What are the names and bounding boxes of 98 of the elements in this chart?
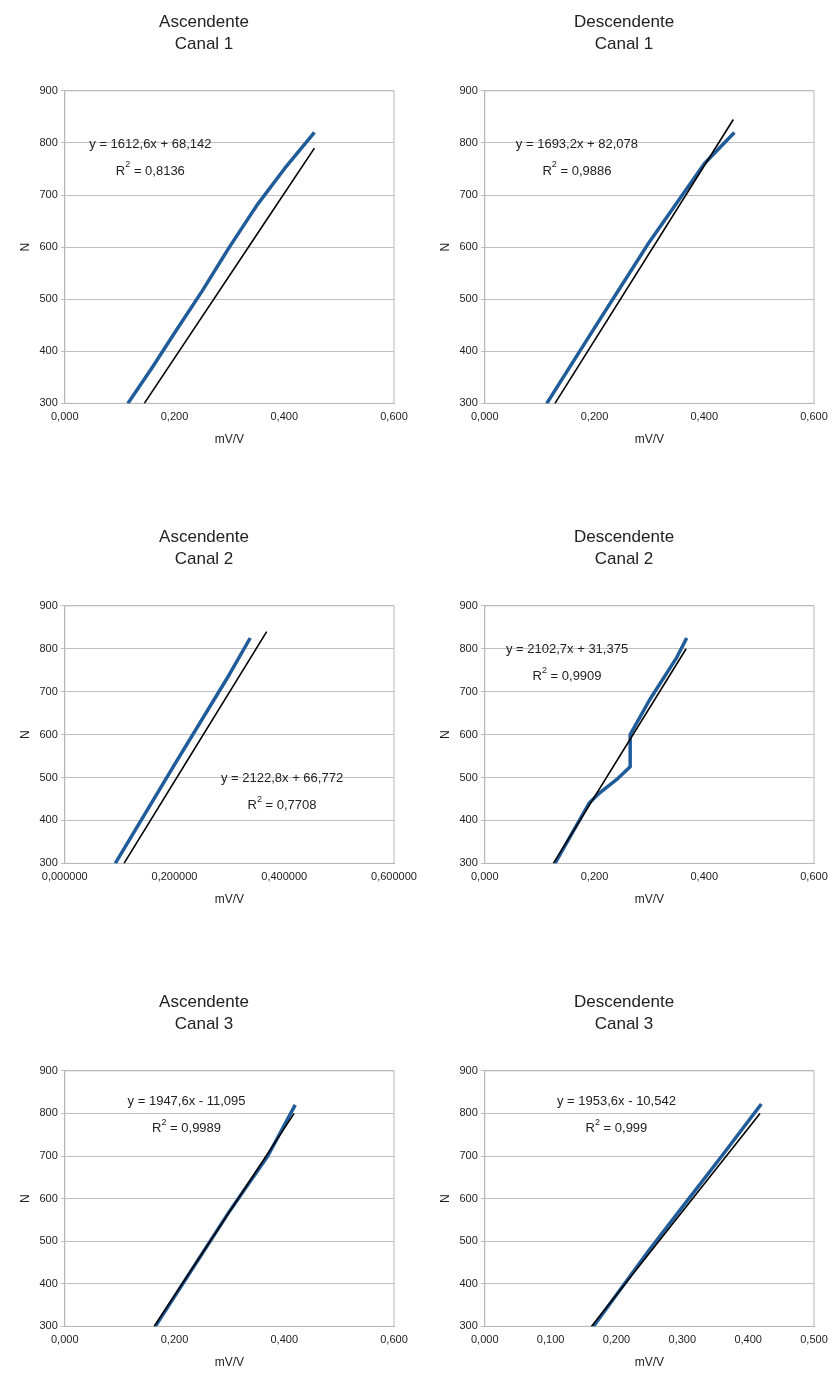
y-tick-label: 600 bbox=[459, 240, 478, 253]
y-tick-label: 700 bbox=[459, 188, 478, 201]
x-tick-label: 0,400 bbox=[690, 870, 719, 883]
x-tick-label: 0,000 bbox=[50, 410, 79, 423]
x-tick-label: 0,400 bbox=[270, 1333, 299, 1346]
annotation: y = 2122,8x + 66,772 bbox=[220, 769, 344, 785]
x-tick-label: 0,000 bbox=[470, 870, 499, 883]
y-tick-label: 900 bbox=[459, 598, 478, 611]
y-tick-label: 800 bbox=[39, 641, 58, 654]
x-tick-label: 0,000 bbox=[470, 410, 499, 423]
y-tick-label: 300 bbox=[459, 856, 478, 869]
y-axis-title: N bbox=[17, 1194, 32, 1203]
y-tick-label: 500 bbox=[459, 1234, 478, 1247]
y-tick-label: 300 bbox=[39, 856, 58, 869]
y-tick-label: 600 bbox=[39, 727, 58, 740]
chart-title: Descendente bbox=[573, 991, 675, 1011]
chart-subtitle: Canal 2 bbox=[174, 549, 234, 569]
x-tick-label: 0,000 bbox=[470, 1333, 499, 1346]
y-tick-label: 800 bbox=[459, 1106, 478, 1119]
y-axis-title: N bbox=[17, 730, 32, 739]
x-tick-label: 0,400 bbox=[270, 410, 299, 423]
y-axis-title: N bbox=[437, 1194, 452, 1203]
x-axis-title: mV/V bbox=[634, 432, 665, 447]
chart-title: Descendente bbox=[573, 11, 675, 31]
y-tick-label: 300 bbox=[459, 1319, 478, 1332]
y-tick-label: 500 bbox=[459, 292, 478, 305]
chart-subtitle: Canal 1 bbox=[174, 34, 234, 54]
y-tick-label: 700 bbox=[39, 1149, 58, 1162]
x-tick-label: 0,200 bbox=[160, 1333, 189, 1346]
x-tick-label: 0,200000 bbox=[151, 870, 198, 883]
y-tick-label: 800 bbox=[459, 641, 478, 654]
x-tick-label: 0,400 bbox=[690, 410, 719, 423]
x-tick-label: 0,000 bbox=[50, 1333, 79, 1346]
y-tick-label: 400 bbox=[39, 344, 58, 357]
x-tick-label: 0,600000 bbox=[371, 870, 417, 883]
y-tick-label: 400 bbox=[39, 813, 58, 826]
annotation: y = 1947,6x - 11,095 bbox=[127, 1093, 246, 1109]
y-tick-label: 800 bbox=[459, 135, 478, 148]
x-axis-title: mV/V bbox=[214, 1355, 245, 1370]
x-tick-label: 0,200 bbox=[580, 870, 609, 883]
x-tick-label: 0,600 bbox=[380, 1333, 408, 1346]
y-tick-label: 500 bbox=[39, 770, 58, 783]
y-tick-label: 600 bbox=[39, 1191, 58, 1204]
y-axis-title: N bbox=[17, 242, 32, 252]
y-tick-label: 600 bbox=[459, 727, 478, 740]
y-tick-label: 300 bbox=[39, 396, 58, 409]
x-tick-label: 0,300 bbox=[668, 1333, 697, 1346]
x-tick-label: 0,600 bbox=[800, 410, 828, 423]
chart-title: Ascendente bbox=[159, 526, 249, 546]
y-tick-label: 600 bbox=[459, 1191, 478, 1204]
x-tick-label: 0,200 bbox=[580, 410, 609, 423]
x-tick-label: 0,100 bbox=[536, 1333, 565, 1346]
annotation: y = 1612,6x + 68,142 bbox=[89, 135, 212, 151]
y-tick-label: 300 bbox=[39, 1319, 58, 1332]
y-tick-label: 900 bbox=[39, 1063, 58, 1076]
x-tick-label: 0,400000 bbox=[261, 870, 308, 883]
x-tick-label: 0,200 bbox=[160, 410, 189, 423]
chart-subtitle: Canal 3 bbox=[174, 1014, 234, 1034]
y-tick-label: 800 bbox=[39, 135, 58, 148]
y-tick-label: 600 bbox=[39, 240, 58, 253]
y-tick-label: 900 bbox=[39, 598, 58, 611]
chart-title: Ascendente bbox=[159, 991, 249, 1011]
y-tick-label: 500 bbox=[39, 292, 58, 305]
annotation: y = 1953,6x - 10,542 bbox=[557, 1093, 676, 1109]
annotation: y = 1693,2x + 82,078 bbox=[515, 135, 639, 151]
chart-subtitle: Canal 3 bbox=[594, 1014, 654, 1034]
y-tick-label: 500 bbox=[39, 1234, 58, 1247]
y-axis-title: N bbox=[437, 730, 452, 739]
x-tick-label: 0,600 bbox=[800, 870, 828, 883]
y-tick-label: 900 bbox=[459, 1063, 478, 1076]
y-tick-label: 700 bbox=[39, 188, 58, 201]
chart-subtitle: Canal 1 bbox=[594, 34, 654, 54]
y-tick-label: 400 bbox=[459, 344, 478, 357]
x-axis-title: mV/V bbox=[214, 892, 245, 907]
x-tick-label: 0,200 bbox=[602, 1333, 631, 1346]
x-tick-label: 0,000000 bbox=[41, 870, 88, 883]
chart-title: Descendente bbox=[573, 526, 675, 546]
y-tick-label: 900 bbox=[39, 83, 58, 96]
x-tick-label: 0,500 bbox=[800, 1333, 828, 1346]
y-tick-label: 800 bbox=[39, 1106, 58, 1119]
y-axis-title: N bbox=[437, 242, 452, 252]
x-tick-label: 0,600 bbox=[380, 410, 408, 423]
chart-title: Ascendente bbox=[159, 11, 249, 31]
y-tick-label: 900 bbox=[459, 83, 478, 96]
annotation: y = 2102,7x + 31,375 bbox=[505, 641, 629, 657]
y-tick-label: 700 bbox=[459, 1149, 478, 1162]
y-tick-label: 400 bbox=[459, 1276, 478, 1289]
x-axis-title: mV/V bbox=[214, 432, 245, 447]
y-tick-label: 700 bbox=[459, 684, 478, 697]
x-axis-title: mV/V bbox=[634, 892, 665, 907]
y-tick-label: 700 bbox=[39, 684, 58, 697]
y-tick-label: 300 bbox=[459, 396, 478, 409]
x-tick-label: 0,400 bbox=[734, 1333, 762, 1346]
chart-subtitle: Canal 2 bbox=[594, 549, 654, 569]
y-tick-label: 400 bbox=[459, 813, 478, 826]
x-axis-title: mV/V bbox=[634, 1355, 665, 1370]
y-tick-label: 500 bbox=[459, 770, 478, 783]
y-tick-label: 400 bbox=[39, 1276, 58, 1289]
